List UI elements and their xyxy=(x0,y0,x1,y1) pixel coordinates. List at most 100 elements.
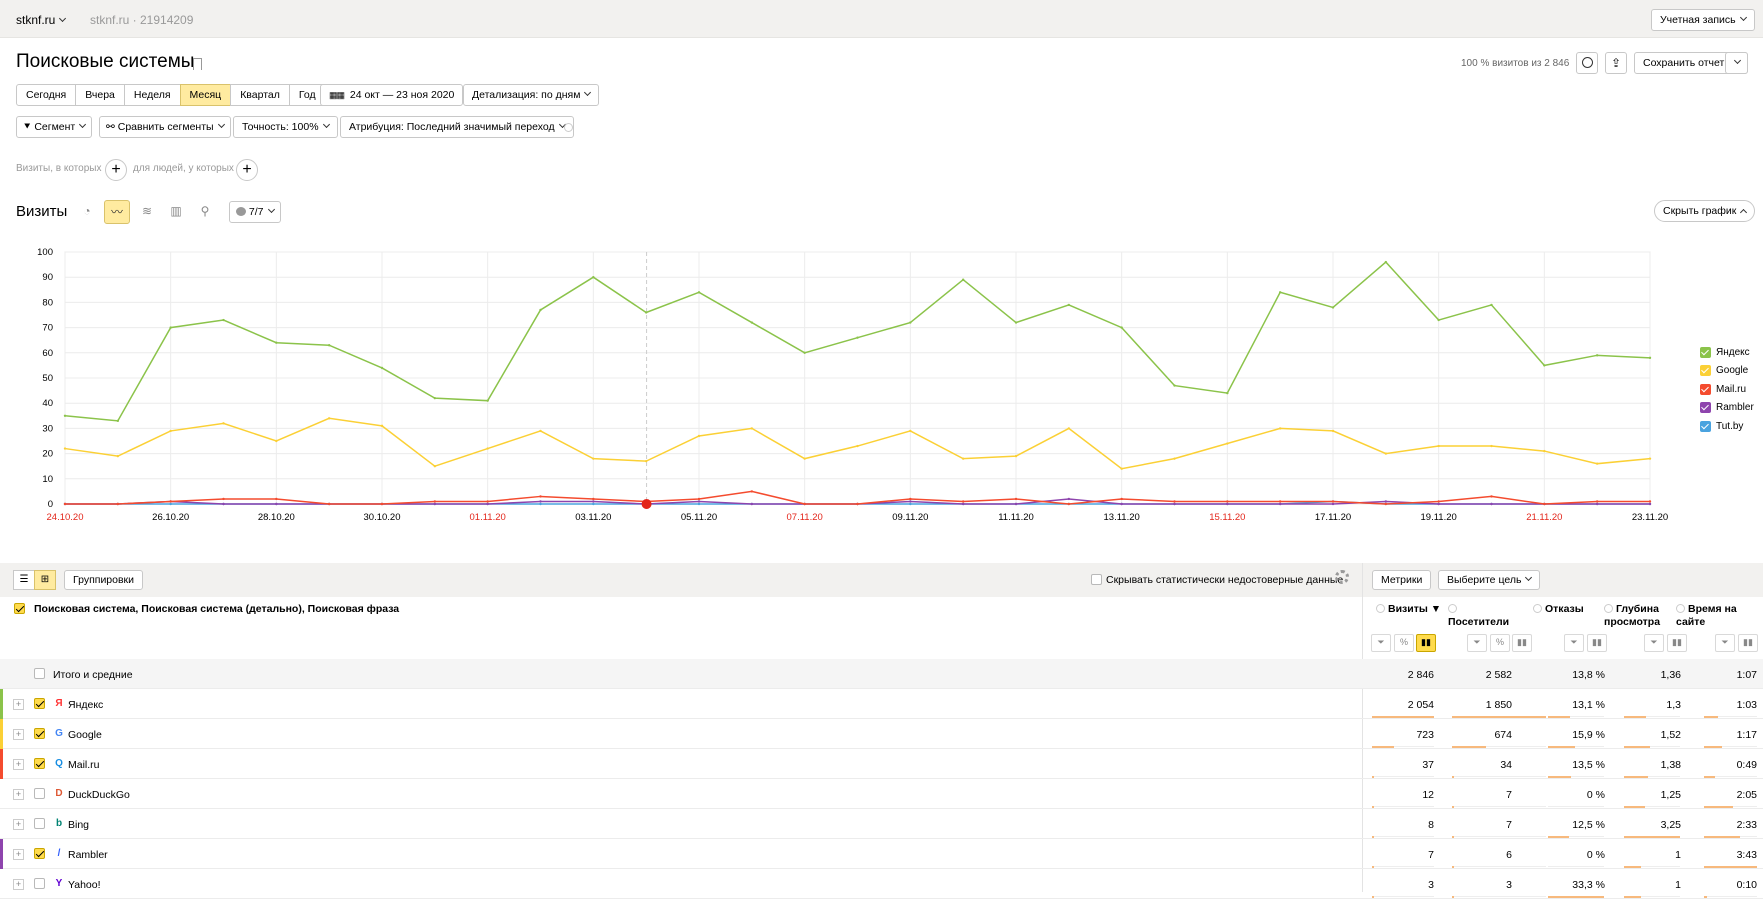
site-selector[interactable]: stknf.ru xyxy=(16,13,67,27)
tree-view-icon[interactable]: ⊞ xyxy=(34,570,56,590)
period-3-button[interactable]: Месяц xyxy=(179,84,232,106)
row-checkbox[interactable] xyxy=(34,728,45,739)
help-icon[interactable] xyxy=(1376,604,1385,613)
column-header-2[interactable]: Отказы xyxy=(1533,603,1593,616)
save-report-menu-button[interactable] xyxy=(1725,52,1748,74)
expand-row-button[interactable]: + xyxy=(13,759,24,770)
bar-chart-icon[interactable]: ▮▮ xyxy=(1738,634,1758,652)
add-visit-condition-button[interactable]: + xyxy=(105,159,127,181)
stacked-area-view-icon[interactable]: ≋ xyxy=(141,204,153,218)
legend-item[interactable]: Яндекс xyxy=(1700,343,1754,362)
help-icon[interactable] xyxy=(1448,604,1457,613)
annotation-marker-icon[interactable] xyxy=(641,499,652,509)
legend-checkbox[interactable] xyxy=(1700,346,1711,358)
help-icon[interactable] xyxy=(564,123,573,132)
legend-item[interactable]: Google xyxy=(1700,362,1754,381)
detail-select[interactable]: Детализация: по дням xyxy=(463,84,600,106)
list-view-icon[interactable]: ☰ xyxy=(13,570,35,590)
row-label[interactable]: Mail.ru xyxy=(68,759,100,771)
metrics-button[interactable]: Метрики xyxy=(1372,570,1432,590)
row-label[interactable]: Rambler xyxy=(68,849,108,861)
add-people-condition-button[interactable]: + xyxy=(236,159,258,181)
legend-checkbox[interactable] xyxy=(1700,383,1711,395)
accuracy-select[interactable]: Точность: 100% xyxy=(233,116,338,138)
select-all-checkbox[interactable] xyxy=(14,603,25,614)
filter-icon[interactable]: ⏷ xyxy=(1371,634,1391,652)
column-header-1[interactable]: Посетители xyxy=(1448,603,1518,629)
bar-chart-icon[interactable]: ▮▮ xyxy=(1512,634,1532,652)
table-row[interactable]: + G Google 723 674 15,9 % 1,52 1:17 xyxy=(0,719,1763,749)
legend-item[interactable]: Rambler xyxy=(1700,399,1754,418)
table-row[interactable]: + Y Yahoo! 3 3 33,3 % 1 0:10 xyxy=(0,869,1763,899)
help-icon[interactable] xyxy=(1533,604,1542,613)
expand-row-button[interactable]: + xyxy=(13,819,24,830)
history-button[interactable] xyxy=(1576,52,1598,74)
legend-checkbox[interactable] xyxy=(1700,365,1711,377)
column-header-4[interactable]: Время на сайте xyxy=(1676,603,1746,629)
period-5-button[interactable]: Год xyxy=(288,84,326,106)
annotations-button[interactable]: 7/7 xyxy=(229,201,281,223)
row-label[interactable]: Bing xyxy=(68,819,90,831)
percent-icon[interactable]: % xyxy=(1394,634,1414,652)
total-row-checkbox[interactable] xyxy=(34,668,45,679)
line-chart-view-icon[interactable]: 〰 xyxy=(104,200,130,224)
expand-row-button[interactable]: + xyxy=(13,879,24,890)
bar-chart-view-icon[interactable]: ▥ xyxy=(170,204,182,218)
date-range-button[interactable]: ▦▦ 24 окт — 23 ноя 2020 xyxy=(320,84,464,106)
period-2-button[interactable]: Неделя xyxy=(123,84,181,106)
help-icon[interactable] xyxy=(1676,604,1685,613)
row-label[interactable]: Yahoo! xyxy=(68,879,101,891)
expand-row-button[interactable]: + xyxy=(13,789,24,800)
expand-row-button[interactable]: + xyxy=(13,699,24,710)
row-checkbox[interactable] xyxy=(34,758,45,769)
column-header-0[interactable]: Визиты ▼ xyxy=(1376,603,1446,616)
percent-icon[interactable]: % xyxy=(1490,634,1510,652)
account-button[interactable]: Учетная запись xyxy=(1651,9,1755,31)
table-row[interactable]: + b Bing 8 7 12,5 % 3,25 2:33 xyxy=(0,809,1763,839)
legend-checkbox[interactable] xyxy=(1700,420,1711,432)
table-row[interactable]: + D DuckDuckGo 12 7 0 % 1,25 2:05 xyxy=(0,779,1763,809)
gear-icon[interactable] xyxy=(1335,570,1349,584)
row-checkbox[interactable] xyxy=(34,698,45,709)
row-label[interactable]: DuckDuckGo xyxy=(68,789,130,801)
segment-button[interactable]: ⯆ Сегмент xyxy=(16,116,93,138)
legend-item[interactable]: Mail.ru xyxy=(1700,380,1754,399)
hide-graph-button[interactable]: Скрыть график xyxy=(1654,200,1756,222)
hide-unreliable-checkbox[interactable] xyxy=(1091,574,1102,585)
save-report-button[interactable]: Сохранить отчет xyxy=(1634,52,1748,74)
row-checkbox[interactable] xyxy=(34,788,45,799)
bar-chart-icon[interactable]: ▮▮ xyxy=(1587,634,1607,652)
bar-chart-icon[interactable]: ▮▮ xyxy=(1416,634,1436,652)
expand-row-button[interactable]: + xyxy=(13,729,24,740)
legend-item[interactable]: Tut.by xyxy=(1700,417,1754,436)
dimensions-header[interactable]: Поисковая система, Поисковая система (де… xyxy=(34,603,400,615)
filter-icon[interactable]: ⏷ xyxy=(1467,634,1487,652)
help-icon[interactable] xyxy=(1604,604,1613,613)
goal-select[interactable]: Выберите цель xyxy=(1438,570,1541,590)
legend-checkbox[interactable] xyxy=(1700,402,1711,414)
period-4-button[interactable]: Квартал xyxy=(230,84,290,106)
row-checkbox[interactable] xyxy=(34,878,45,889)
row-checkbox[interactable] xyxy=(34,818,45,829)
table-row[interactable]: + Я Яндекс 2 054 1 850 13,1 % 1,3 1:03 xyxy=(0,689,1763,719)
bookmark-icon[interactable] xyxy=(193,58,202,70)
attribution-select[interactable]: Атрибуция: Последний значимый переход xyxy=(340,116,574,138)
filter-icon[interactable]: ⏷ xyxy=(1715,634,1735,652)
filter-icon[interactable]: ⏷ xyxy=(1644,634,1664,652)
period-1-button[interactable]: Вчера xyxy=(75,84,125,106)
period-0-button[interactable]: Сегодня xyxy=(16,84,77,106)
groupings-button[interactable]: Группировки xyxy=(64,570,144,590)
pie-chart-view-icon[interactable]: ◔ xyxy=(83,204,91,218)
compare-segments-button[interactable]: ⚯ Сравнить сегменты xyxy=(99,116,231,138)
row-checkbox[interactable] xyxy=(34,848,45,859)
row-label[interactable]: Яндекс xyxy=(68,699,104,711)
row-label[interactable]: Google xyxy=(68,729,102,741)
export-button[interactable]: ⇪ xyxy=(1605,52,1627,74)
filter-icon[interactable]: ⏷ xyxy=(1564,634,1584,652)
table-row[interactable]: + Q Mail.ru 37 34 13,5 % 1,38 0:49 xyxy=(0,749,1763,779)
map-view-icon[interactable]: ⚲ xyxy=(200,204,210,218)
table-row[interactable]: + / Rambler 7 6 0 % 1 3:43 xyxy=(0,839,1763,869)
expand-row-button[interactable]: + xyxy=(13,849,24,860)
bar-chart-icon[interactable]: ▮▮ xyxy=(1667,634,1687,652)
column-header-3[interactable]: Глубина просмотра xyxy=(1604,603,1674,629)
